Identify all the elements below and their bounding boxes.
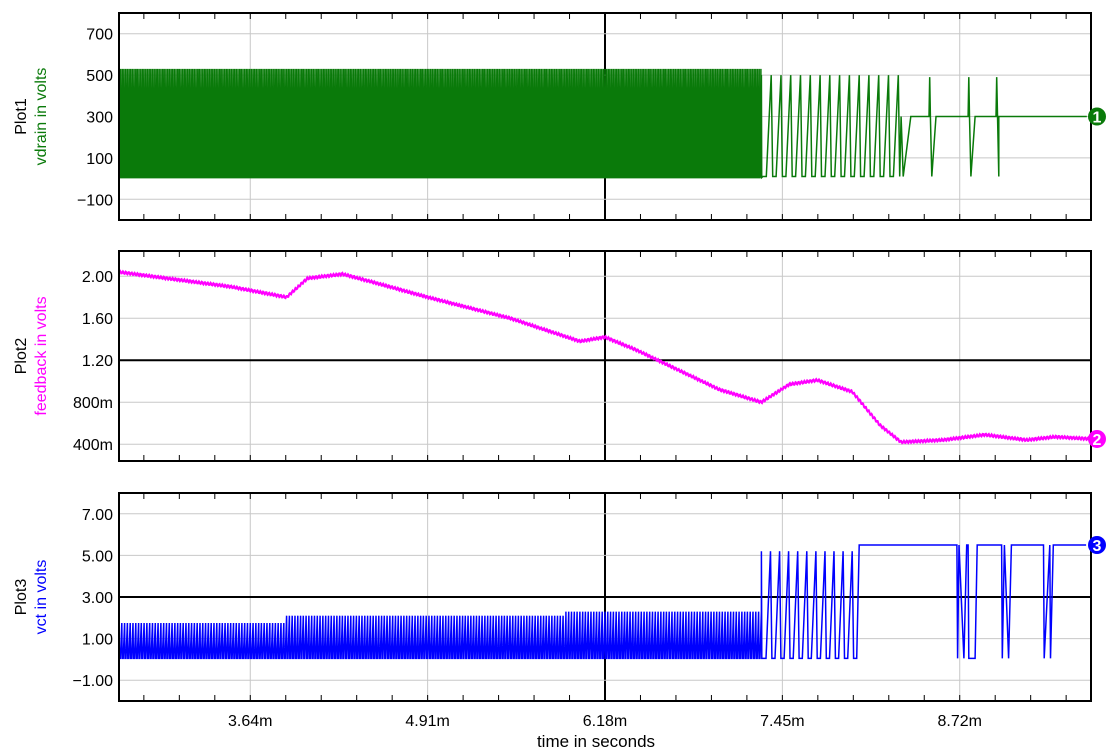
- y-tick-label: −100: [77, 192, 113, 209]
- series-line-vdrain: [119, 68, 1087, 180]
- series-line-feedback: [119, 269, 1091, 445]
- x-axis-label: time in seconds: [537, 732, 655, 751]
- x-tick-label: 4.91m: [405, 713, 449, 730]
- y-tick-label: 400m: [73, 437, 113, 454]
- trace-marker-label: 1: [1093, 110, 1102, 127]
- plot-label: Plot1: [13, 98, 30, 135]
- trace-marker-label: 2: [1093, 432, 1102, 449]
- grid: [119, 251, 1091, 461]
- y-tick-label: 700: [86, 27, 113, 44]
- x-tick-label: 7.45m: [760, 713, 804, 730]
- y-tick-label: 800m: [73, 395, 113, 412]
- y-tick-label: 1.60: [82, 311, 113, 328]
- trace-marker: [1088, 107, 1106, 126]
- series-line-vct: [119, 544, 1087, 660]
- y-tick-label: 1.20: [82, 353, 113, 370]
- plot-panel-1: 700 500 300 100 −100 Plot1 vdrain in volts 1: [13, 12, 1106, 221]
- y-tick-label: 1.00: [82, 632, 113, 649]
- plot-label: Plot3: [13, 579, 30, 616]
- trace-marker: [1088, 536, 1106, 554]
- y-tick-label: 5.00: [82, 548, 113, 565]
- trace-marker-label: 3: [1093, 538, 1102, 555]
- x-axis: time in seconds 3.64m 4.91m 6.18m 7.45m 8.72…: [228, 713, 982, 751]
- plot-panel-3: 7.00 5.00 3.00 1.00 −1.00 Plot3 vct in volts 3: [13, 492, 1106, 702]
- trace-marker: [1088, 429, 1106, 448]
- y-tick-label: 500: [86, 68, 113, 85]
- y-tick-label: 2.00: [82, 269, 113, 286]
- series-group: [119, 68, 1087, 180]
- series-group: [119, 269, 1091, 445]
- x-tick-label: 3.64m: [228, 713, 272, 730]
- plot-panel-2: 2.00 1.60 1.20 800m 400m Plot2 feedback in vol…: [13, 250, 1106, 462]
- y-axis-label: vct in volts: [33, 560, 50, 635]
- y-tick-label: 100: [86, 151, 113, 168]
- plot-frame: [118, 492, 1092, 702]
- plot-frame: [118, 250, 1092, 462]
- y-tick-label: −1.00: [73, 673, 114, 690]
- y-tick-label: 7.00: [82, 507, 113, 524]
- y-tick-label: 300: [86, 110, 113, 127]
- plot-panels: 700 500 300 100 −100 Plot1 vdrain in volts 1 2.0…: [13, 12, 1106, 702]
- y-tick-label: 3.00: [82, 590, 113, 607]
- x-tick-label: 6.18m: [583, 713, 627, 730]
- x-tick-label: 8.72m: [937, 713, 981, 730]
- y-axis-label: feedback in volts: [33, 296, 50, 415]
- plot-label: Plot2: [13, 338, 30, 375]
- y-axis-label: vdrain in volts: [33, 68, 50, 166]
- series-group: [119, 544, 1087, 660]
- grid: [119, 493, 1091, 701]
